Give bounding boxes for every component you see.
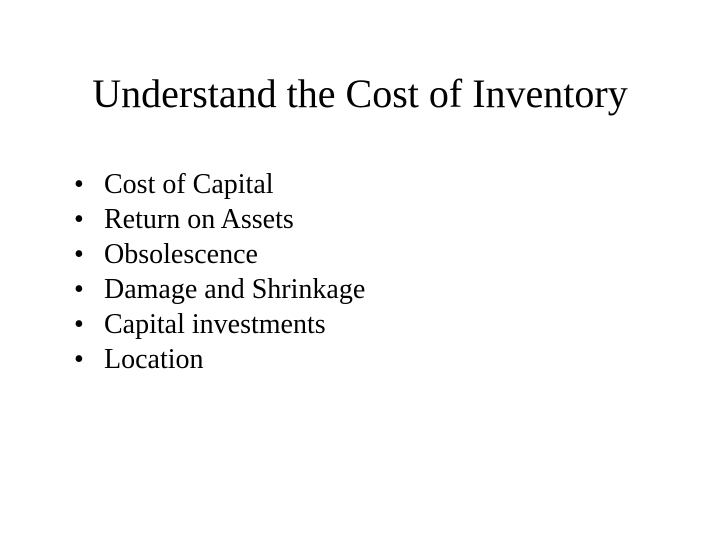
list-item: • Location [70,342,660,377]
bullet-icon: • [70,272,104,307]
slide: Understand the Cost of Inventory • Cost … [0,0,720,540]
list-item-label: Cost of Capital [104,167,660,202]
list-item: • Capital investments [70,307,660,342]
list-item-label: Damage and Shrinkage [104,272,660,307]
list-item-label: Return on Assets [104,202,660,237]
list-item: • Obsolescence [70,237,660,272]
list-item-label: Capital investments [104,307,660,342]
slide-title: Understand the Cost of Inventory [60,70,660,117]
bullet-list: • Cost of Capital • Return on Assets • O… [70,167,660,377]
list-item-label: Obsolescence [104,237,660,272]
list-item: • Return on Assets [70,202,660,237]
bullet-icon: • [70,237,104,272]
bullet-icon: • [70,307,104,342]
bullet-icon: • [70,202,104,237]
list-item: • Damage and Shrinkage [70,272,660,307]
list-item-label: Location [104,342,660,377]
bullet-icon: • [70,342,104,377]
list-item: • Cost of Capital [70,167,660,202]
bullet-icon: • [70,167,104,202]
